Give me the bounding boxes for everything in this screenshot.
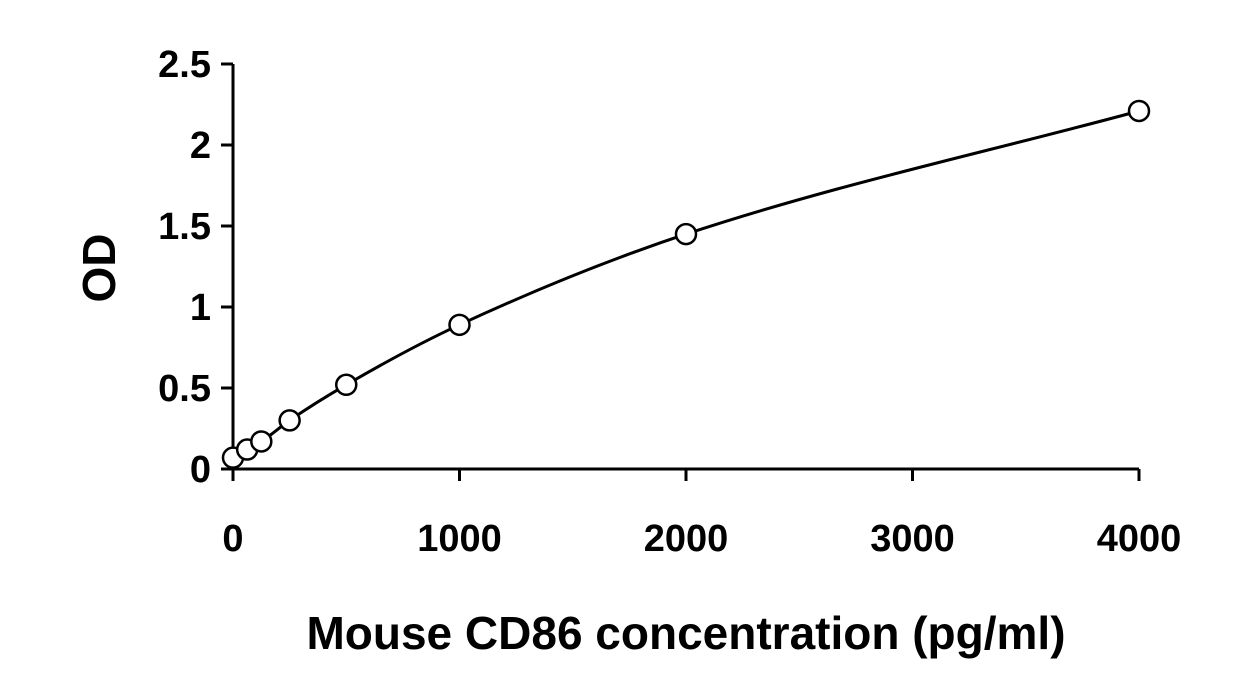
data-point (250, 430, 273, 453)
x-axis-ticks (231, 469, 1141, 481)
y-axis-ticks (221, 62, 233, 471)
x-axis-tick-labels: 0 1000 2000 3000 4000 (222, 518, 1181, 560)
y-tick-label: 1 (190, 287, 211, 329)
data-point (1127, 99, 1151, 123)
y-tick-label: 2.5 (158, 44, 211, 86)
data-point (448, 313, 471, 337)
data-points (221, 99, 1151, 469)
y-axis-title: OD (73, 234, 125, 303)
y-axis-tick-labels: 0 0.5 1 1.5 2 2.5 (158, 44, 211, 491)
y-tick-label: 0 (190, 449, 211, 491)
x-axis-title: Mouse CD86 concentration (pg/ml) (306, 607, 1065, 659)
data-point (335, 373, 358, 397)
x-tick-label: 4000 (1097, 518, 1182, 560)
x-tick-label: 3000 (870, 518, 955, 560)
x-tick-label: 0 (222, 518, 243, 560)
y-tick-label: 0.5 (158, 368, 211, 410)
x-tick-label: 2000 (644, 518, 729, 560)
data-point (674, 222, 698, 246)
fit-curve (232, 109, 1140, 460)
data-point (278, 409, 301, 432)
y-tick-label: 1.5 (158, 206, 211, 248)
plot-area: 0 0.5 1 1.5 2 2.5 0 1000 2000 3000 4000 (158, 44, 1181, 560)
y-tick-label: 2 (190, 125, 211, 167)
x-tick-label: 1000 (417, 518, 502, 560)
